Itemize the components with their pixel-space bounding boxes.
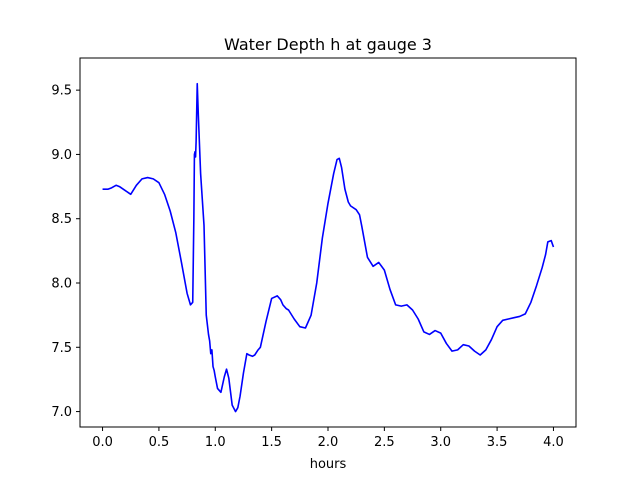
series-layer: [102, 82, 555, 413]
x-axis-label: hours: [310, 457, 347, 472]
y-axis: 7.0 7.5 8.0 8.5 9.0 9.5: [51, 84, 80, 420]
series-line-0: [102, 82, 555, 413]
x-tick-label: 2.5: [374, 435, 395, 450]
x-tick-label: 4.0: [543, 435, 564, 450]
x-axis: 0.0 0.5 1.0 1.5 2.0 2.5 3.0 3.5 4.0: [92, 427, 564, 450]
x-tick-label: 3.5: [487, 435, 508, 450]
y-tick-label: 7.0: [51, 405, 72, 420]
y-tick-label: 9.0: [51, 148, 72, 163]
y-tick-label: 8.0: [51, 277, 72, 292]
y-tick-label: 9.5: [51, 84, 72, 99]
x-tick-label: 0.5: [149, 435, 170, 450]
x-tick-label: 1.0: [205, 435, 226, 450]
y-tick-label: 8.5: [51, 212, 72, 227]
x-tick-label: 1.5: [261, 435, 282, 450]
x-tick-label: 0.0: [92, 435, 113, 450]
x-tick-label: 3.0: [430, 435, 451, 450]
axes-frame: [79, 57, 577, 428]
x-tick-label: 2.0: [318, 435, 339, 450]
y-tick-label: 7.5: [51, 341, 72, 356]
chart-title: Water Depth h at gauge 3: [224, 35, 432, 54]
